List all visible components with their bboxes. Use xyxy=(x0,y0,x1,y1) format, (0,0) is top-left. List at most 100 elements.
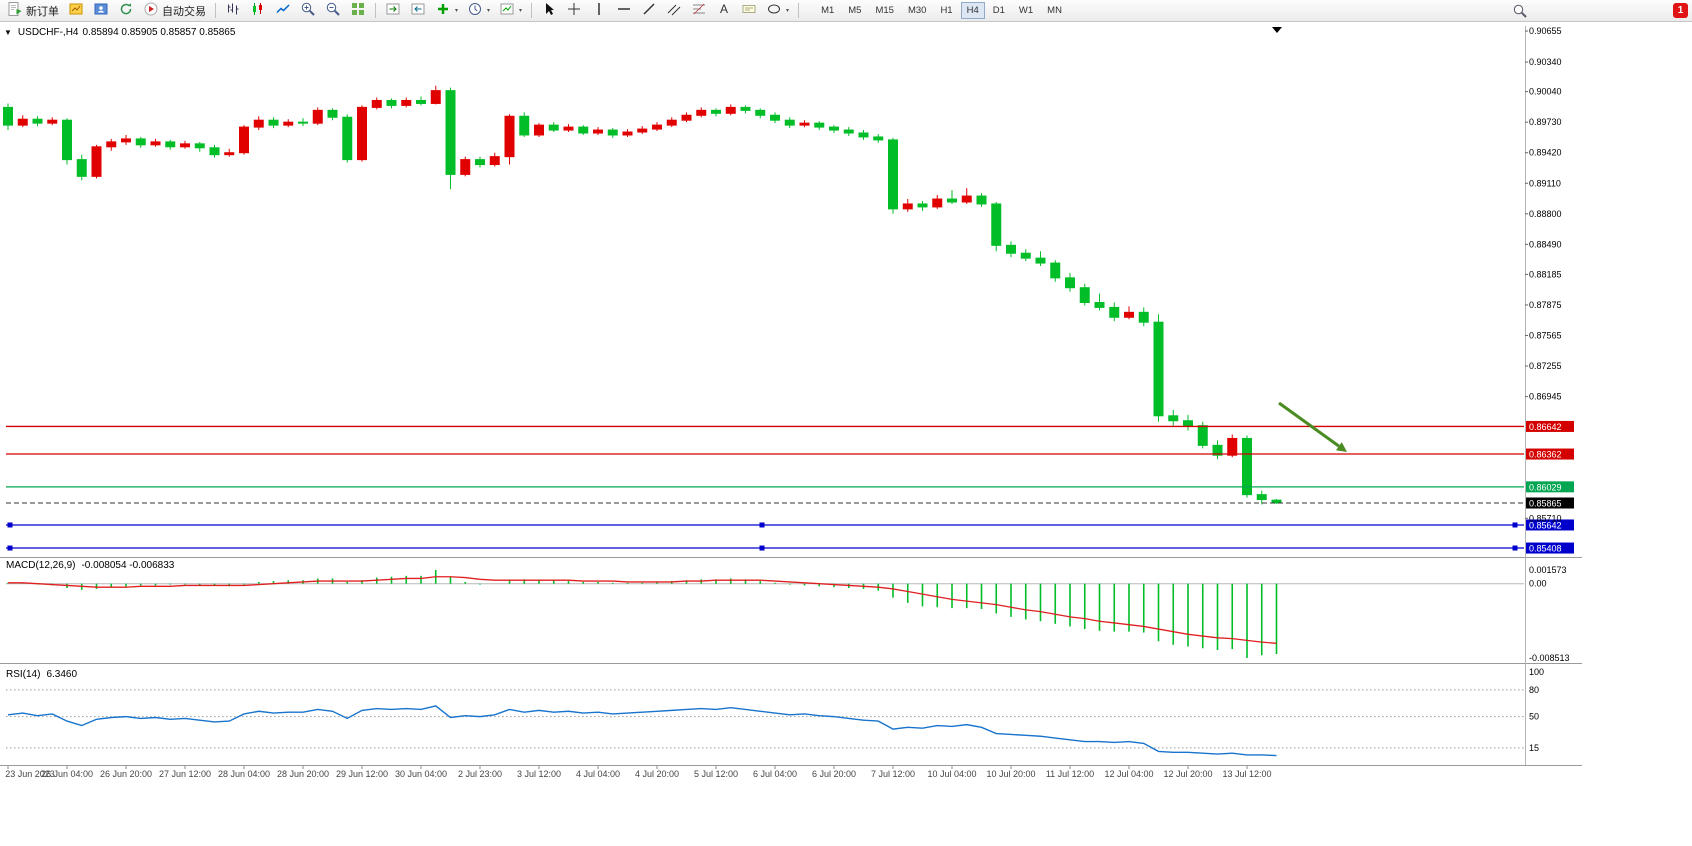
timeframe-toolbar: M1 M5 M15 M30 H1 H4 D1 W1 MN xyxy=(814,2,1069,19)
candle-body xyxy=(76,159,87,177)
trend-arrow-annotation[interactable] xyxy=(1278,401,1347,452)
toolbar-separator xyxy=(531,3,533,18)
candle-body xyxy=(1271,499,1282,504)
periods-button[interactable]: ▾ xyxy=(463,1,494,20)
hline-handle[interactable] xyxy=(1512,522,1518,528)
svg-text:26 Jun 04:00: 26 Jun 04:00 xyxy=(41,769,93,779)
text-tool-button[interactable]: A xyxy=(712,1,736,20)
candle-body xyxy=(991,203,1002,246)
hline-handle[interactable] xyxy=(7,545,13,551)
price-tag xyxy=(1526,481,1574,493)
chart-shift-marker[interactable] xyxy=(1272,27,1282,33)
cursor-tool-button[interactable] xyxy=(537,1,561,20)
svg-text:0.90655: 0.90655 xyxy=(1529,26,1562,36)
candle-body xyxy=(1065,277,1075,289)
candles xyxy=(3,85,1282,505)
svg-text:28 Jun 04:00: 28 Jun 04:00 xyxy=(218,769,270,779)
svg-text:15: 15 xyxy=(1529,743,1539,753)
profiles-button[interactable] xyxy=(89,1,113,20)
candle-body xyxy=(740,106,751,111)
macd-values: -0.008054 -0.006833 xyxy=(81,560,175,571)
timeframe-button-h4[interactable]: H4 xyxy=(960,2,985,19)
timeframe-button-mn[interactable]: MN xyxy=(1047,5,1062,16)
svg-text:29 Jun 12:00: 29 Jun 12:00 xyxy=(336,769,388,779)
price-axis[interactable]: 0.90655 0.90340 0.90040 0.89730 0.89420 0.891… xyxy=(1525,26,1562,523)
rsi-panel[interactable]: 100 80 50 15 xyxy=(6,667,1544,757)
candle-body xyxy=(47,119,58,124)
hline-handle[interactable] xyxy=(7,522,13,528)
chevron-down-icon: ▾ xyxy=(786,8,790,14)
hline-handle[interactable] xyxy=(759,545,765,551)
trendline-icon xyxy=(641,1,657,20)
svg-text:0.88185: 0.88185 xyxy=(1529,269,1562,279)
current-price-tag xyxy=(1526,497,1574,509)
shapes-tool-button[interactable]: ▾ xyxy=(762,1,793,20)
candle-body xyxy=(298,121,308,124)
timeframe-button-m5[interactable]: M5 xyxy=(848,5,862,16)
candle-body xyxy=(430,90,441,104)
candle-body xyxy=(607,129,618,136)
candle-body xyxy=(1168,415,1179,422)
candle-body xyxy=(489,156,500,166)
crosshair-tool-button[interactable] xyxy=(562,1,586,20)
candle-body xyxy=(357,106,367,161)
svg-text:6 Jul 04:00: 6 Jul 04:00 xyxy=(753,769,797,779)
vertical-line-tool-button[interactable] xyxy=(587,1,611,20)
text-icon: A xyxy=(716,1,732,20)
chart-symbol-title: USDCHF-,H4 xyxy=(17,27,79,38)
candle-body xyxy=(371,99,382,108)
search-icon[interactable] xyxy=(1512,3,1528,24)
timeframe-button-h1[interactable]: H1 xyxy=(940,5,953,16)
hline-handle[interactable] xyxy=(759,522,765,528)
svg-text:0.85710: 0.85710 xyxy=(1529,513,1562,523)
notification-badge[interactable]: 1 xyxy=(1673,3,1688,18)
trendline-tool-button[interactable] xyxy=(637,1,661,20)
new-order-button[interactable]: 新订单 xyxy=(3,1,63,20)
candle-body xyxy=(460,159,471,175)
candle-body xyxy=(563,126,574,131)
auto-scroll-button[interactable] xyxy=(381,1,405,20)
chart-ohlc-values: 0.85894 0.85905 0.85857 0.85865 xyxy=(82,27,236,38)
hline-handle[interactable] xyxy=(1512,545,1518,551)
label-tool-button[interactable] xyxy=(737,1,761,20)
zoom-in-button[interactable] xyxy=(296,1,320,20)
candle-body xyxy=(902,203,913,210)
templates-button[interactable]: ▾ xyxy=(495,1,526,20)
horizontal-line-tool-button[interactable] xyxy=(612,1,636,20)
bar-chart-mode-button[interactable] xyxy=(221,1,245,20)
zoom-out-button[interactable] xyxy=(321,1,345,20)
candle-body xyxy=(534,124,544,136)
autotrading-button[interactable]: 自动交易 xyxy=(139,1,210,20)
candle-body xyxy=(1256,494,1267,501)
label-icon xyxy=(741,1,757,20)
refresh-button[interactable] xyxy=(114,1,138,20)
indicators-button[interactable]: ▾ xyxy=(431,1,462,20)
fibonacci-tool-button[interactable] xyxy=(687,1,711,20)
one-click-trading-toggle[interactable]: ▼ xyxy=(4,28,12,37)
timeframe-button-m15[interactable]: M15 xyxy=(875,5,894,16)
candlestick-mode-button[interactable] xyxy=(246,1,270,20)
chart-shift-button[interactable] xyxy=(406,1,430,20)
toolbar-separator xyxy=(215,3,216,18)
new-chart-button[interactable] xyxy=(64,1,88,20)
candle-body xyxy=(1183,420,1193,427)
macd-panel[interactable]: 0.001573 0.00 -0.008513 xyxy=(6,565,1570,663)
svg-text:12 Jul 20:00: 12 Jul 20:00 xyxy=(1163,769,1212,779)
toolbar-separator xyxy=(798,3,800,18)
timeframe-button-w1[interactable]: W1 xyxy=(1018,5,1034,16)
line-chart-mode-button[interactable] xyxy=(271,1,295,20)
timeframe-button-m30[interactable]: M30 xyxy=(907,5,927,16)
autotrading-label: 自动交易 xyxy=(162,5,206,18)
svg-text:26 Jun 20:00: 26 Jun 20:00 xyxy=(100,769,152,779)
channel-tool-button[interactable] xyxy=(662,1,686,20)
refresh-icon xyxy=(118,1,134,20)
timeframe-button-m1[interactable]: M1 xyxy=(821,5,835,16)
timeframe-button-d1[interactable]: D1 xyxy=(992,5,1005,16)
svg-text:10 Jul 20:00: 10 Jul 20:00 xyxy=(986,769,1035,779)
tile-windows-button[interactable] xyxy=(346,1,370,20)
svg-text:0.88490: 0.88490 xyxy=(1529,239,1562,249)
new-order-label: 新订单 xyxy=(26,5,59,18)
new-order-icon xyxy=(7,1,23,20)
